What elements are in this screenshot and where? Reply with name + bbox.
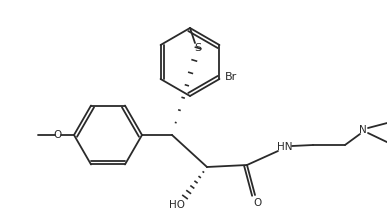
Text: Br: Br [224, 72, 237, 82]
Text: O: O [54, 130, 62, 140]
Text: O: O [253, 198, 261, 208]
Text: S: S [194, 43, 202, 53]
Text: N: N [359, 125, 367, 135]
Text: HN: HN [277, 142, 293, 152]
Text: HO: HO [169, 200, 185, 210]
